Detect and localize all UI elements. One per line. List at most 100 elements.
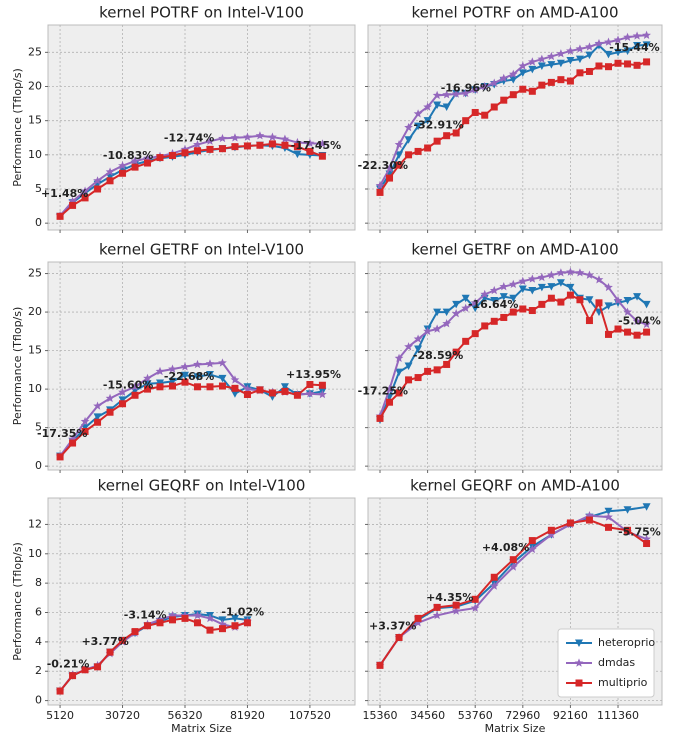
marker: [293, 143, 301, 151]
marker: [424, 144, 432, 152]
marker: [193, 383, 201, 391]
marker: [206, 145, 214, 153]
marker: [537, 62, 546, 70]
marker: [461, 294, 470, 303]
marker: [490, 103, 498, 111]
marker: [537, 283, 546, 292]
annotation: -17.25%: [358, 384, 408, 397]
marker: [490, 573, 498, 581]
y-tick-label: 25: [28, 45, 42, 58]
marker: [413, 109, 423, 118]
legend-label: dmdas: [598, 656, 635, 669]
marker: [566, 283, 575, 292]
marker: [575, 55, 584, 64]
marker: [243, 391, 251, 399]
marker: [119, 636, 127, 644]
marker: [193, 147, 201, 155]
marker: [642, 30, 651, 39]
marker: [318, 139, 327, 148]
marker: [118, 396, 127, 404]
marker: [452, 601, 460, 609]
marker: [144, 385, 152, 393]
marker: [181, 614, 189, 622]
marker: [576, 69, 584, 77]
marker: [131, 391, 139, 399]
marker: [643, 58, 651, 66]
annotation: -15.44%: [609, 41, 659, 54]
x-axis-label: Matrix Size: [171, 722, 232, 732]
marker: [604, 50, 613, 59]
marker: [508, 279, 518, 289]
marker: [394, 353, 404, 363]
marker: [575, 268, 585, 277]
marker: [594, 38, 604, 48]
marker: [180, 362, 190, 371]
marker: [205, 613, 215, 623]
marker: [528, 65, 537, 74]
marker: [585, 42, 594, 51]
marker: [470, 85, 480, 94]
marker: [56, 687, 64, 695]
marker: [604, 330, 612, 338]
marker: [633, 331, 641, 339]
marker: [180, 144, 190, 154]
marker: [471, 304, 480, 313]
marker: [218, 145, 226, 153]
marker: [585, 511, 594, 520]
marker: [375, 180, 385, 190]
marker: [452, 348, 460, 356]
marker: [81, 427, 89, 435]
chart-title: kernel GEQRF on AMD-A100: [410, 477, 620, 495]
marker: [433, 137, 441, 145]
y-tick-label: 2: [35, 664, 42, 677]
marker: [594, 275, 604, 284]
marker: [243, 132, 252, 141]
marker: [131, 163, 139, 171]
marker: [633, 293, 642, 301]
marker: [489, 285, 499, 295]
annotation: -16.64%: [468, 298, 518, 311]
marker: [118, 161, 127, 170]
marker: [509, 76, 518, 84]
marker: [585, 51, 594, 60]
y-tick-label: 5: [35, 182, 42, 195]
marker: [94, 663, 102, 671]
marker: [471, 108, 479, 116]
marker: [623, 506, 632, 514]
marker: [414, 374, 422, 382]
marker: [632, 31, 642, 40]
marker: [306, 380, 314, 388]
marker: [386, 398, 394, 406]
marker: [69, 201, 77, 209]
annotation: -12.74%: [164, 131, 214, 144]
y-tick-label: 10: [28, 547, 42, 560]
marker: [443, 132, 451, 140]
marker: [614, 59, 622, 67]
marker: [623, 47, 632, 55]
marker: [556, 268, 566, 277]
marker: [218, 133, 227, 143]
x-tick-label: 30720: [105, 709, 140, 722]
marker: [280, 134, 290, 143]
marker: [614, 325, 622, 333]
marker: [451, 606, 461, 615]
marker: [604, 302, 613, 310]
annotation: -3.14%: [124, 608, 167, 621]
marker: [480, 81, 490, 91]
legend-label: heteroprio: [598, 636, 655, 649]
y-axis-label: Performance (Tflop/s): [11, 542, 24, 661]
marker: [230, 390, 239, 398]
marker: [642, 503, 651, 511]
annotation: -0.21%: [47, 658, 90, 671]
marker: [442, 90, 452, 99]
marker: [528, 287, 537, 295]
marker: [385, 163, 394, 173]
marker: [518, 61, 528, 70]
chart-title: kernel GETRF on Intel-V100: [99, 241, 304, 259]
marker: [413, 334, 423, 343]
marker: [395, 368, 404, 377]
x-tick-label: 5120: [46, 709, 74, 722]
marker: [566, 57, 575, 65]
marker: [433, 101, 442, 109]
marker: [614, 299, 623, 307]
